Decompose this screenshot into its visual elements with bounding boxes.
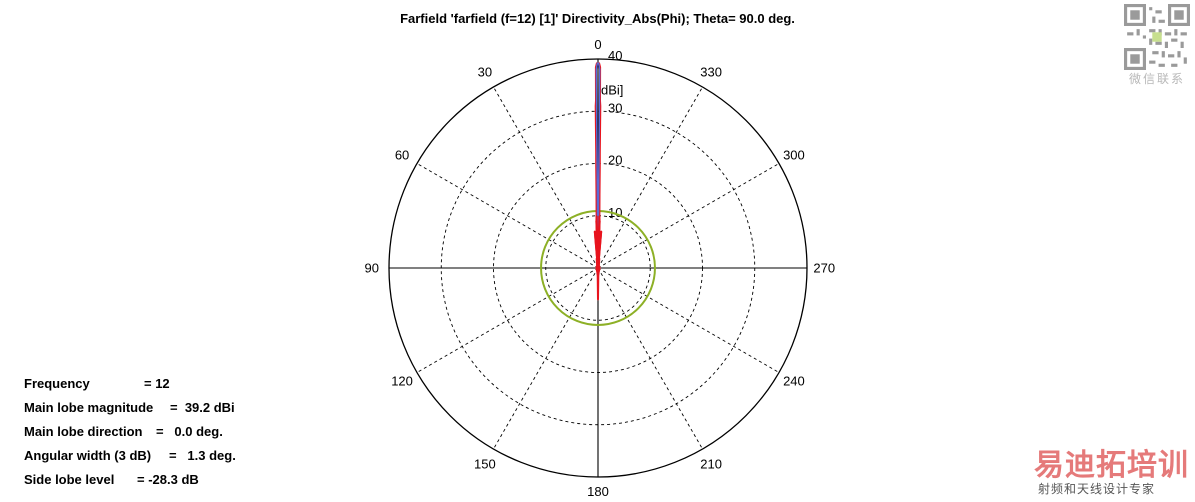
angle-gridline	[597, 163, 780, 269]
reference-series-line	[595, 62, 601, 269]
angle-gridline	[493, 86, 599, 269]
angle-tick-label: 60	[395, 147, 409, 162]
angle-tick-label: 90	[365, 261, 379, 276]
info-label: Side lobe level	[24, 472, 115, 487]
radial-tick-label: 10	[608, 205, 622, 220]
angle-gridline	[597, 267, 703, 450]
angle-tick-label: 150	[474, 456, 496, 471]
farfield-info: Frequency = 12 Main lobe magnitude = 39.…	[24, 372, 236, 492]
info-row-frequency: Frequency = 12	[24, 372, 236, 396]
info-value: = -28.3 dB	[137, 472, 199, 487]
polar-grid	[388, 58, 808, 478]
angle-tick-label: 180	[587, 484, 609, 499]
angle-tick-label: 240	[783, 374, 805, 389]
qr-caption: 微信联系	[1128, 72, 1185, 86]
radial-unit-label: dBi]	[601, 82, 623, 97]
radial-tick-label: 30	[608, 100, 622, 115]
info-label: Main lobe magnitude	[24, 400, 154, 415]
angle-tick-label: 330	[700, 65, 722, 80]
info-label: Angular width (3 dB)	[24, 448, 152, 463]
watermark-subtitle: 射频和天线设计专家	[1038, 482, 1156, 496]
main-series-spike	[593, 231, 599, 269]
qr-code-icon	[1124, 4, 1190, 70]
angle-tick-label: 210	[700, 456, 722, 471]
series-layer	[540, 62, 656, 326]
radial-tick-label: 20	[608, 153, 622, 168]
angle-gridline	[416, 163, 599, 269]
radial-tick-label: 40	[608, 48, 622, 63]
info-label: Main lobe direction	[24, 424, 143, 439]
angle-tick-label: 0	[594, 37, 601, 52]
angle-gridline	[416, 267, 599, 373]
info-row-main-lobe-magnitude: Main lobe magnitude = 39.2 dBi	[24, 396, 236, 420]
info-label: Frequency	[24, 376, 90, 391]
radial-ticks: 40 30 20 10 dBi]	[601, 48, 623, 220]
angle-tick-label: 300	[783, 147, 805, 162]
info-row-main-lobe-direction: Main lobe direction = 0.0 deg.	[24, 420, 236, 444]
info-value: = 39.2 dBi	[170, 400, 235, 415]
angle-tick-label: 120	[391, 374, 413, 389]
watermark-brand: 易迪拓培训	[1034, 449, 1189, 482]
angle-gridline	[597, 267, 780, 373]
angle-gridline	[493, 267, 599, 450]
info-value: = 0.0 deg.	[156, 424, 223, 439]
angle-gridline	[597, 86, 703, 269]
angle-tick-label: 270	[813, 261, 835, 276]
info-value: = 12	[144, 376, 170, 391]
angle-ticks: 0 30 60 90 120 150 180 210 240 270 300 330	[365, 37, 836, 499]
info-row-angular-width: Angular width (3 dB) = 1.3 deg.	[24, 444, 236, 468]
info-value: = 1.3 deg.	[169, 448, 236, 463]
info-row-side-lobe-level: Side lobe level = -28.3 dB	[24, 468, 236, 492]
angle-tick-label: 30	[478, 65, 492, 80]
chart-title: Farfield 'farfield (f=12) [1]' Directivi…	[400, 11, 795, 26]
